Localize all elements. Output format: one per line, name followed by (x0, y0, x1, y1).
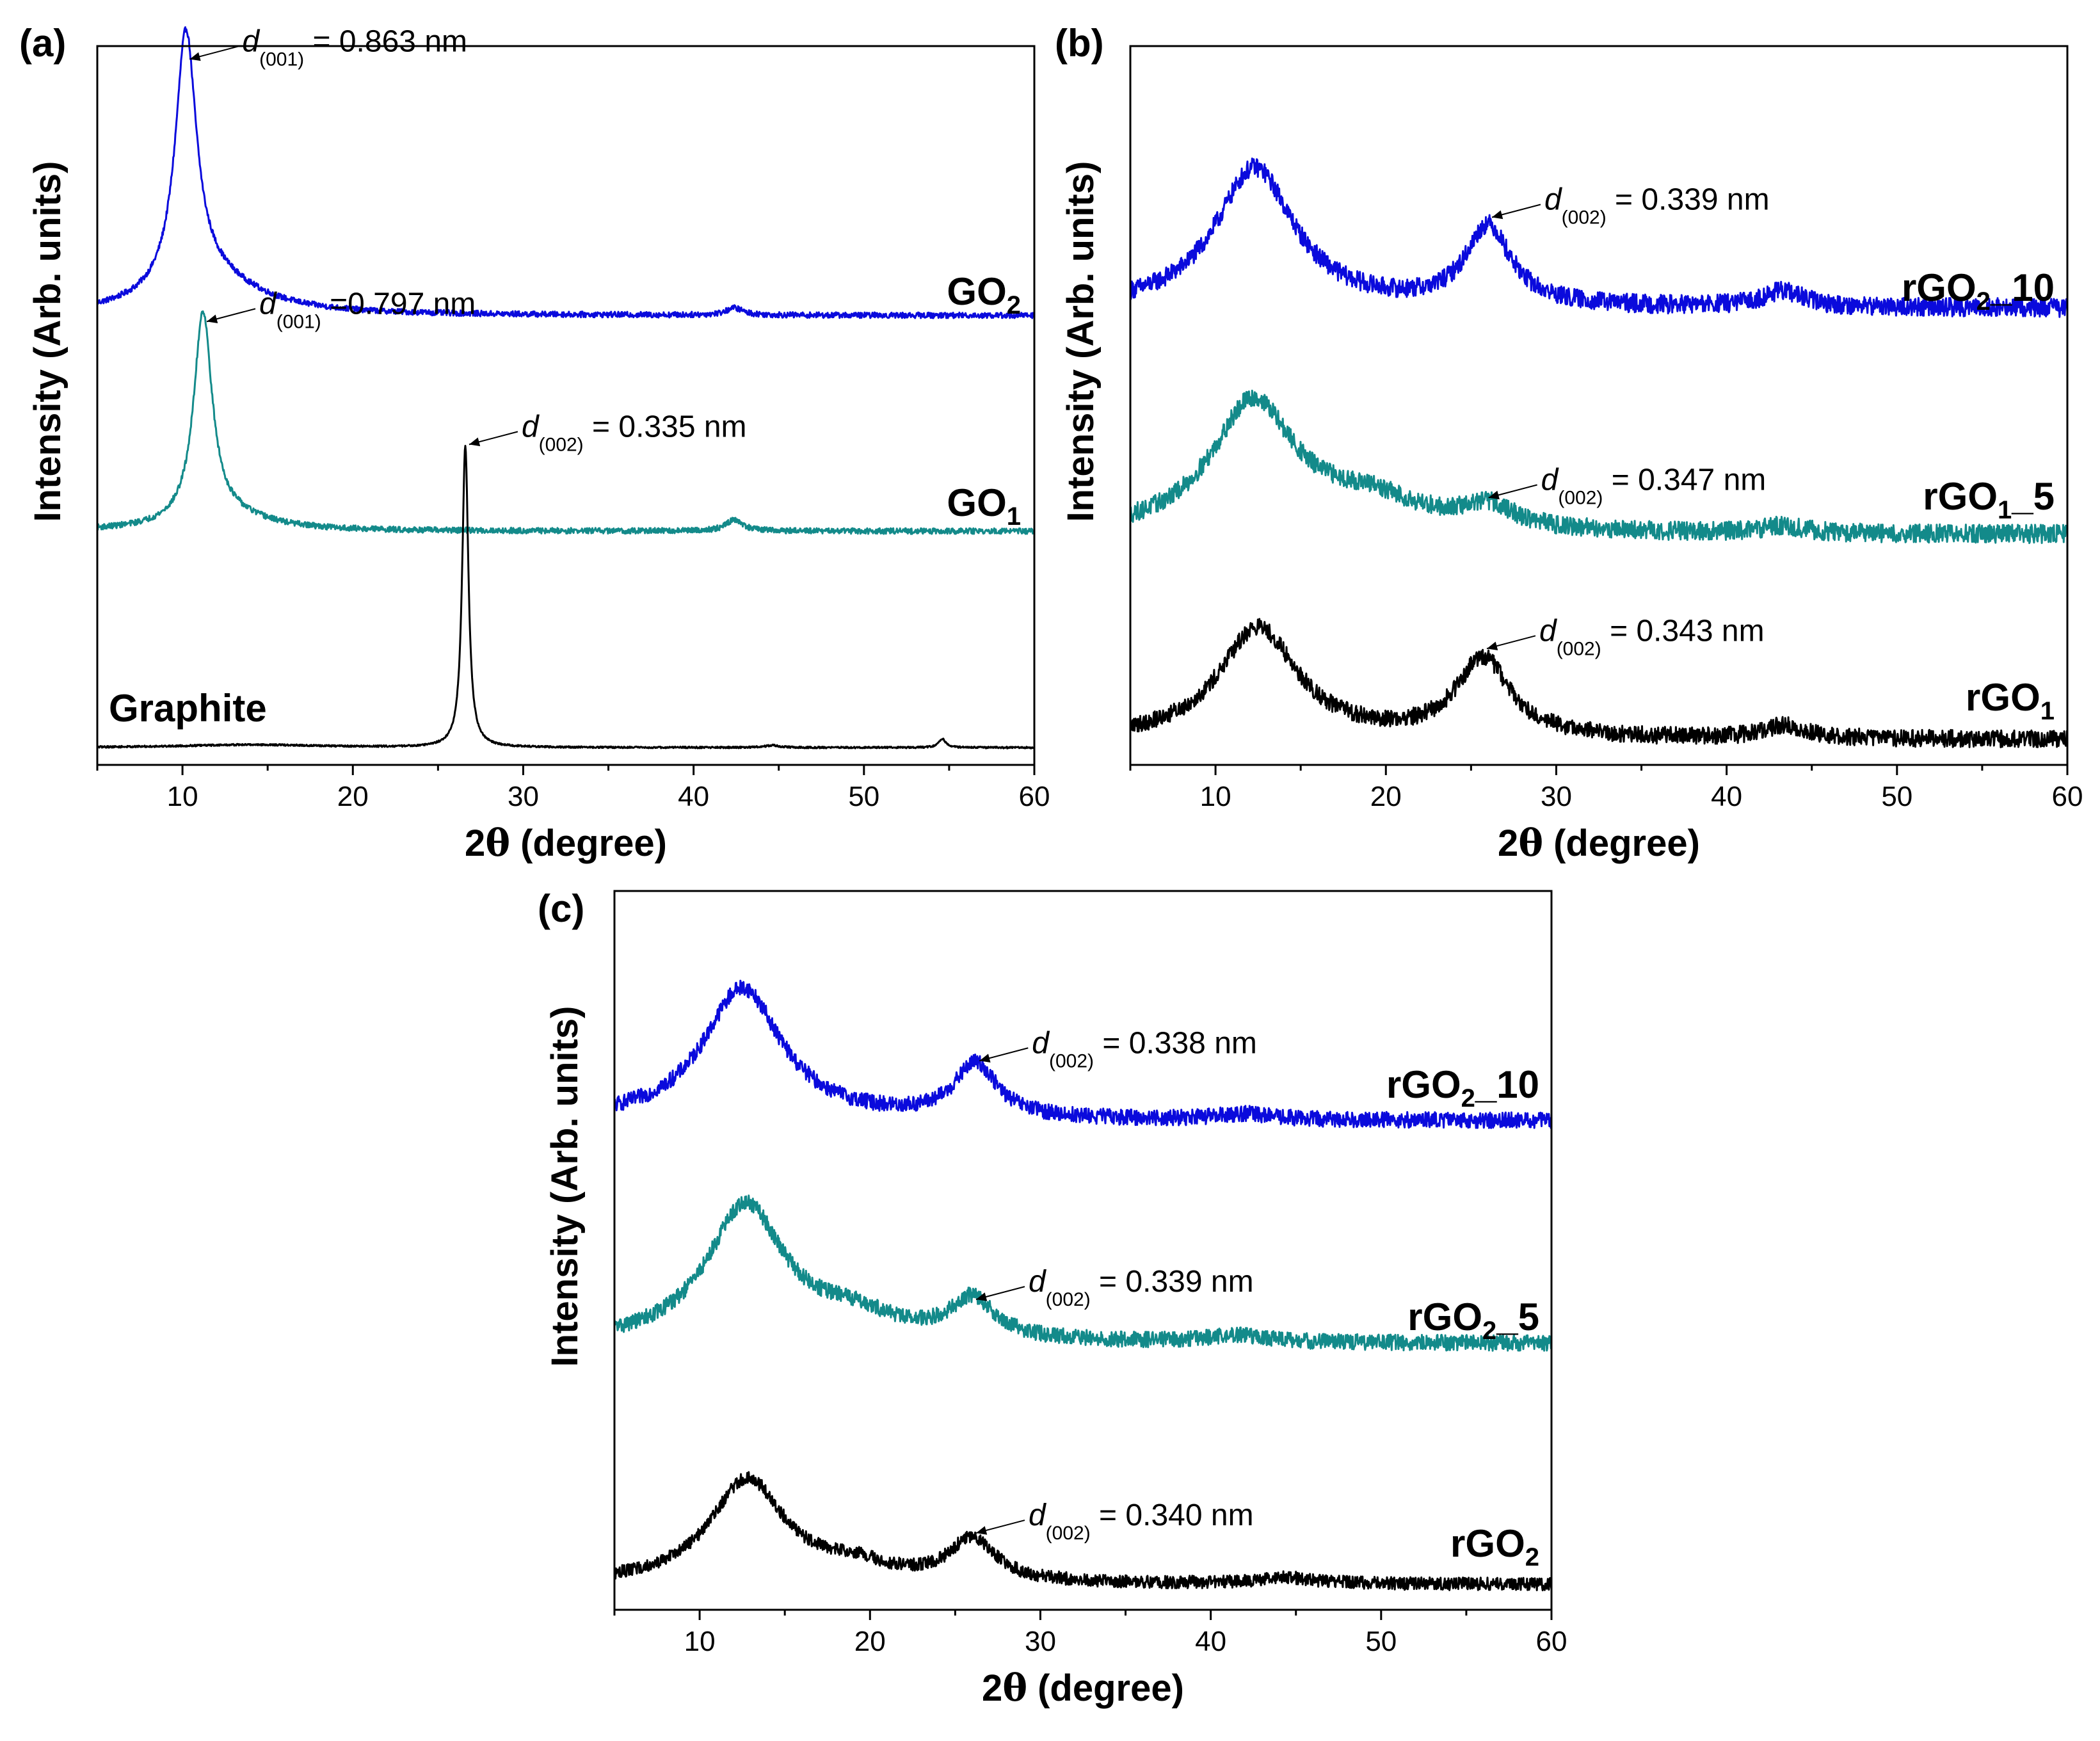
series-line (96, 310, 1036, 535)
annotation-label: d(002) = 0.335 nm (522, 410, 747, 455)
x-tick-label: 50 (1881, 781, 1912, 812)
panel-label: (b) (1055, 22, 1104, 65)
series-label: rGO1_5 (1923, 475, 2055, 524)
annotation-label: d(002) = 0.347 nm (1541, 463, 1767, 508)
x-axis-title: 2θ (degree) (1498, 821, 1700, 865)
series-line (1129, 618, 2069, 748)
series-line (614, 979, 1553, 1129)
series-label: rGO2_10 (1902, 266, 2055, 316)
plot-frame (613, 890, 1553, 1611)
panel-a: (a) GO2 GO1 Graphite d(001) = 0.863 nm d(001)… (19, 22, 1050, 865)
series-label: rGO1 (1966, 676, 2055, 725)
annotation-label: d(002) = 0.343 nm (1539, 614, 1765, 659)
d-spacing-annotation: d(001) = 0.863 nm (189, 24, 467, 70)
annotation-arrow-head (1491, 210, 1503, 220)
series-line (1129, 157, 2069, 318)
annotation-label: d(002) = 0.340 nm (1029, 1498, 1254, 1544)
panel-c: (c) rGO2_10 rGO2_5 rGO2 d(002) = 0.338 nm d(0… (538, 887, 1567, 1710)
annotation-label: d(001) =0.797 nm (259, 287, 476, 332)
series-label: GO2 (947, 270, 1021, 319)
x-axis-title: 2θ (degree) (982, 1666, 1184, 1710)
annotation-arrow-head (975, 1292, 988, 1301)
annotation-arrow-head (207, 314, 218, 324)
panel-b: (b) rGO2_10 rGO1_5 rGO1 d(002) = 0.339 nm d(0… (1055, 22, 2083, 865)
d-spacing-annotation: d(002) = 0.338 nm (979, 1026, 1257, 1071)
plot-frame (1129, 45, 2069, 766)
series-label: rGO2_5 (1407, 1296, 1539, 1345)
annotation-label: d(001) = 0.863 nm (242, 24, 467, 70)
x-tick-label: 50 (848, 781, 879, 812)
x-tick-label: 50 (1365, 1626, 1397, 1657)
d-spacing-annotation: d(002) = 0.340 nm (975, 1498, 1254, 1544)
x-tick-label: 60 (1536, 1626, 1567, 1657)
x-tick-label: 40 (1195, 1626, 1226, 1657)
x-tick-label: 20 (854, 1626, 886, 1657)
x-tick-label: 20 (1370, 781, 1402, 812)
x-tick-label: 10 (167, 781, 198, 812)
annotation-arrow-head (469, 437, 481, 447)
x-tick-label: 60 (1019, 781, 1050, 812)
annotation-arrow-head (979, 1054, 991, 1063)
d-spacing-annotation: d(002) = 0.339 nm (1491, 183, 1770, 229)
d-spacing-annotation: d(002) = 0.343 nm (1486, 614, 1765, 659)
x-tick-label: 30 (508, 781, 539, 812)
d-spacing-annotation: d(001) =0.797 nm (206, 287, 476, 332)
annotation-label: d(002) = 0.339 nm (1029, 1265, 1254, 1310)
d-spacing-annotation: d(002) = 0.339 nm (975, 1265, 1254, 1310)
annotation-arrow-head (1486, 641, 1498, 651)
series-line (1129, 389, 2069, 544)
x-tick-label: 10 (684, 1626, 716, 1657)
x-tick-label: 30 (1025, 1626, 1056, 1657)
x-axis-title: 2θ (degree) (465, 821, 667, 865)
d-spacing-annotation: d(002) = 0.347 nm (1488, 463, 1767, 508)
annotation-label: d(002) = 0.339 nm (1544, 183, 1770, 229)
series-line (96, 26, 1036, 319)
annotation-arrow-head (975, 1526, 988, 1535)
d-spacing-annotation: d(002) = 0.335 nm (469, 410, 747, 455)
annotation-arrow-head (1488, 490, 1500, 500)
series-label: rGO2 (1450, 1522, 1539, 1571)
series-label: Graphite (109, 687, 267, 730)
series-line (613, 1471, 1553, 1592)
x-tick-label: 40 (678, 781, 709, 812)
panel-label: (c) (538, 887, 584, 930)
x-tick-label: 40 (1711, 781, 1742, 812)
x-tick-label: 30 (1541, 781, 1572, 812)
annotation-label: d(002) = 0.338 nm (1032, 1026, 1257, 1071)
panel-label: (a) (19, 22, 66, 65)
series-line (97, 445, 1035, 750)
series-line (613, 1194, 1553, 1352)
y-axis-title: Intensity (Arb. units) (544, 1006, 586, 1367)
series-label: rGO2_10 (1386, 1063, 1539, 1112)
series-label: GO1 (947, 481, 1021, 531)
plot-frame (96, 45, 1036, 766)
annotation-arrow-head (189, 52, 201, 61)
x-tick-label: 10 (1200, 781, 1231, 812)
x-tick-label: 20 (337, 781, 369, 812)
y-axis-title: Intensity (Arb. units) (1060, 161, 1102, 522)
y-axis-title: Intensity (Arb. units) (27, 161, 68, 522)
x-tick-label: 60 (2052, 781, 2083, 812)
